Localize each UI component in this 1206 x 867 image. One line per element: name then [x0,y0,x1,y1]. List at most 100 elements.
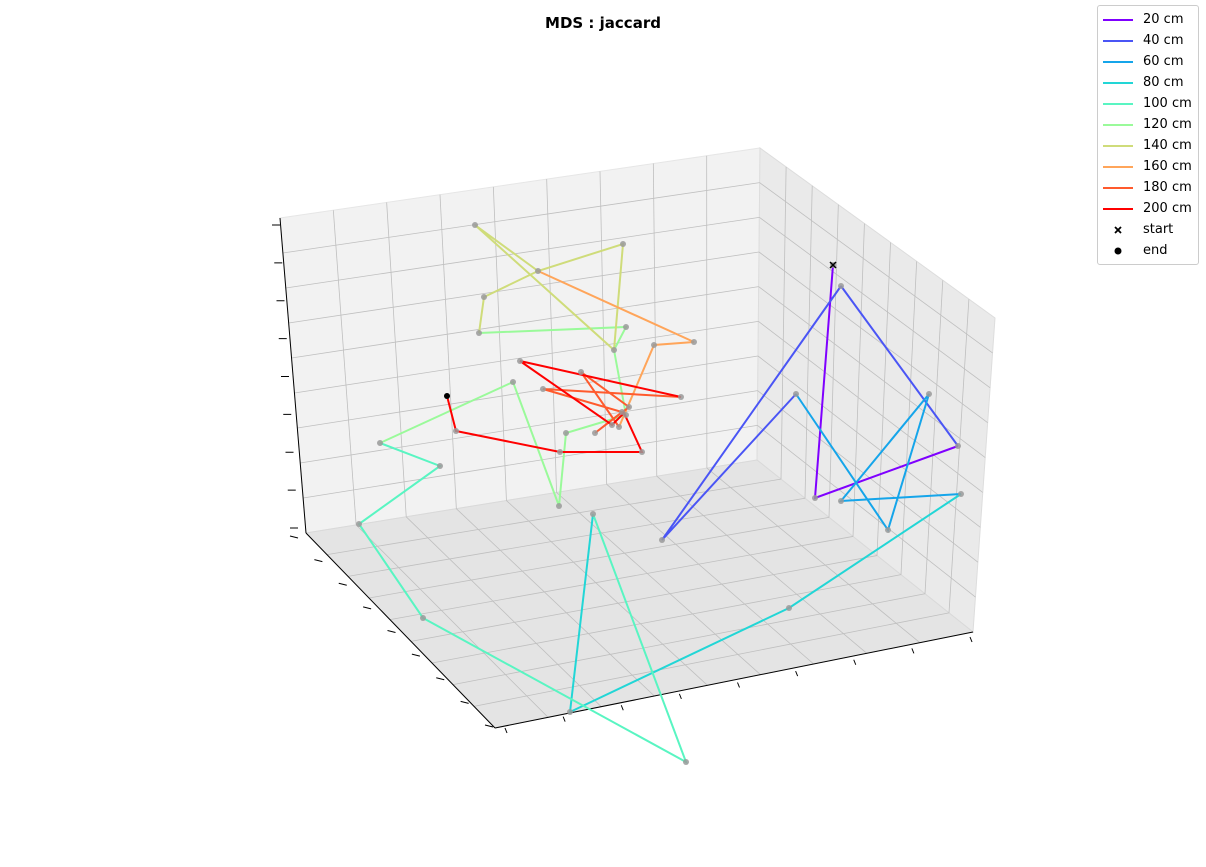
floor-grid-a [656,475,868,654]
x-tick [338,582,347,586]
right-grid-h [759,217,991,389]
legend-item-80cm: 80 cm [1098,72,1198,93]
legend-swatch [1103,55,1133,69]
legend-swatch [1103,118,1133,132]
back-grid-h [303,424,758,499]
right-grid-v [804,185,813,499]
x-axis-line [305,532,496,729]
dot-icon [1103,244,1133,258]
right-grid-h [757,390,979,563]
y-tick [737,682,740,688]
legend-item-20cm: 20 cm [1098,9,1198,30]
cross-icon [1103,223,1133,237]
data-point [578,369,584,375]
legend-swatch [1103,97,1133,111]
right-grid-v [828,204,839,518]
right-grid-v [780,166,787,480]
legend-label: 200 cm [1143,201,1192,216]
data-point [659,537,665,543]
series-120cm-line [379,325,628,507]
data-point [510,379,516,385]
floor-grid-b [389,536,854,621]
legend-item-160cm: 160 cm [1098,156,1198,177]
series-200cm-line [446,360,682,453]
series-160cm-line [537,270,695,428]
data-point [535,268,541,274]
data-point [623,324,629,330]
back-grid-h [291,286,759,359]
legend-item-end: end [1098,240,1198,261]
floor-grid-b [431,574,902,664]
floor-grid-b [347,497,806,577]
data-point [557,449,563,455]
legend-swatch [1103,202,1133,216]
data-point [651,342,657,348]
legend-label: 60 cm [1143,54,1184,69]
legend-item-40cm: 40 cm [1098,30,1198,51]
x-tick [387,630,396,633]
right-grid-v [876,242,891,556]
legend-item-60cm: 60 cm [1098,51,1198,72]
legend-swatch [1103,76,1133,90]
y-tick [853,659,857,665]
floor-grid-a [606,484,814,665]
legend-label: 100 cm [1143,96,1192,111]
legend-item-start: start [1098,219,1198,240]
data-point [437,463,443,469]
y-tick [562,716,566,722]
floor-grid-a [506,500,708,686]
right-grid-h [758,251,988,423]
back-grid-h [282,182,760,254]
legend-swatch [1103,13,1133,27]
data-point [481,294,487,300]
x-tick [436,677,445,681]
data-point [955,443,961,449]
back-grid-h [288,251,760,324]
back-grid-h [294,320,759,394]
data-point [683,759,689,765]
legend-label: 140 cm [1143,138,1192,153]
floor-grid-a [355,524,549,718]
x-tick [289,535,299,539]
data-point [377,440,383,446]
data-point [609,422,615,428]
data-point [556,503,562,509]
y-tick [678,693,682,700]
floor-grid-a [706,467,921,643]
data-point [786,605,792,611]
y-axis-line [494,631,974,729]
start-end-markers [444,261,837,399]
right-grid-h [758,286,986,458]
data-point [626,404,632,410]
data-point [476,330,482,336]
legend-label: 120 cm [1143,117,1192,132]
floor-grid-b [368,516,830,599]
legend-swatch [1103,181,1133,195]
series-100cm-line [357,442,688,765]
legend-item-140cm: 140 cm [1098,135,1198,156]
legend-label: 40 cm [1143,33,1184,48]
legend-label: 180 cm [1143,180,1192,195]
floor-grid-a [556,492,761,675]
axis-ticks [272,224,973,734]
data-point [567,709,573,715]
y-tick [911,648,915,654]
back-grid-v [386,202,407,517]
end-marker [444,393,450,399]
y-tick [795,670,799,677]
right-grid-v [924,280,944,594]
back-grid-h [297,355,759,429]
data-point [472,222,478,228]
data-point [620,241,626,247]
points-layer [356,222,964,765]
y-tick [969,636,973,643]
axis-lines [279,217,974,729]
data-point [592,430,598,436]
right-grid-h [759,182,993,354]
back-grid-h [285,216,760,289]
x-tick [411,653,420,657]
legend-label: 20 cm [1143,12,1184,27]
y-tick [504,727,508,734]
z-axis-line [279,217,307,534]
data-point [812,495,818,501]
